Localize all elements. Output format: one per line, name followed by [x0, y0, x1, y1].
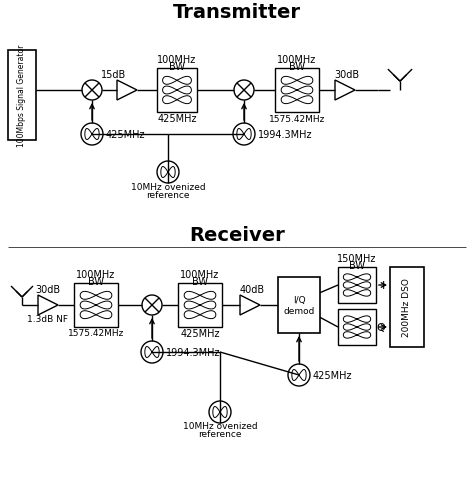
Text: 100MHz: 100MHz: [157, 55, 197, 65]
Text: 30dB: 30dB: [335, 70, 360, 80]
Bar: [338, 267, 376, 303]
Text: 10MHz ovenized: 10MHz ovenized: [131, 182, 205, 191]
Text: 1.3dB NF: 1.3dB NF: [27, 315, 69, 324]
Bar: [178, 283, 222, 327]
Text: Transmitter: Transmitter: [173, 3, 301, 23]
Text: BW: BW: [289, 62, 305, 72]
Text: 15dB: 15dB: [101, 70, 127, 80]
Text: BW: BW: [88, 276, 104, 287]
Text: Q: Q: [376, 323, 385, 332]
Text: 40dB: 40dB: [239, 285, 264, 294]
Text: 10MHz ovenized: 10MHz ovenized: [182, 421, 257, 431]
Bar: [278, 277, 320, 333]
Bar: [338, 309, 376, 345]
Text: 425MHz: 425MHz: [157, 114, 197, 124]
Bar: [157, 69, 197, 113]
Text: reference: reference: [146, 190, 190, 199]
Bar: [74, 283, 118, 327]
Text: Receiver: Receiver: [189, 226, 285, 245]
Text: 425MHz: 425MHz: [313, 370, 353, 380]
Text: 200MHz DSO: 200MHz DSO: [402, 278, 411, 337]
Text: 425MHz: 425MHz: [180, 328, 220, 338]
Text: 100MHz: 100MHz: [277, 55, 317, 65]
Text: 1994.3MHz: 1994.3MHz: [258, 130, 312, 140]
Text: BW: BW: [349, 261, 365, 270]
Text: 30dB: 30dB: [36, 285, 61, 294]
Text: I/Q
demod: I/Q demod: [283, 296, 315, 315]
Text: 100MHz: 100MHz: [181, 269, 219, 279]
Text: BW: BW: [169, 62, 185, 72]
Bar: [390, 267, 424, 347]
Text: 100MHz: 100MHz: [76, 269, 116, 279]
Text: 100Mbps Signal Generator: 100Mbps Signal Generator: [18, 45, 27, 147]
Bar: [8, 51, 36, 141]
Text: 1575.42MHz: 1575.42MHz: [68, 329, 124, 338]
Bar: [275, 69, 319, 113]
Text: 425MHz: 425MHz: [106, 130, 146, 140]
Text: I: I: [382, 280, 385, 290]
Text: 150MHz: 150MHz: [337, 253, 377, 264]
Text: BW: BW: [192, 276, 208, 287]
Text: reference: reference: [198, 430, 242, 439]
Text: 1575.42MHz: 1575.42MHz: [269, 114, 325, 123]
Text: 1994.3MHz: 1994.3MHz: [166, 347, 220, 357]
